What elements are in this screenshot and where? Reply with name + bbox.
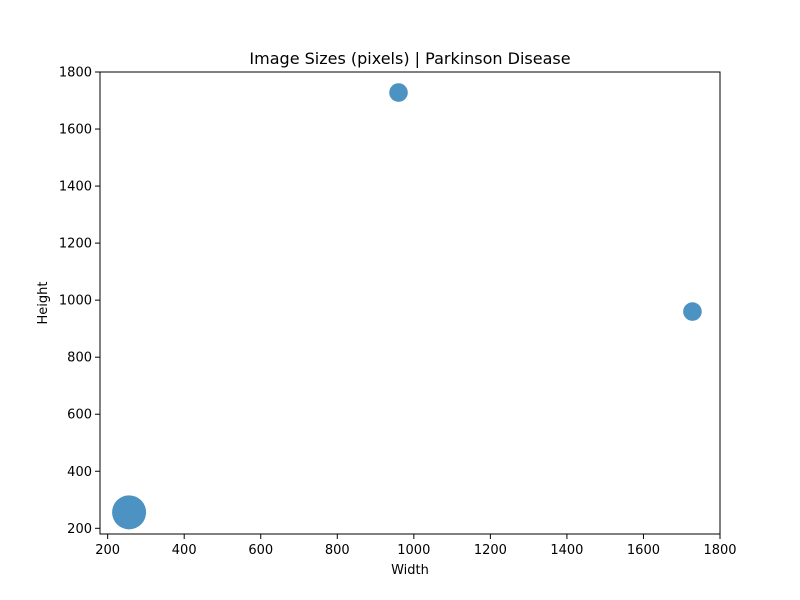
scatter-point [112, 495, 147, 530]
y-axis-label: Height [36, 282, 51, 325]
y-tick-label: 800 [67, 351, 92, 366]
x-tick-label: 1200 [474, 543, 507, 558]
y-tick-label: 200 [67, 522, 92, 537]
y-tick-label: 1600 [59, 123, 92, 138]
y-tick-label: 400 [67, 465, 92, 480]
y-tick-label: 1800 [59, 66, 92, 81]
x-tick-label: 1800 [703, 543, 736, 558]
x-tick-label: 800 [325, 543, 350, 558]
y-axis: 200 400 600 800 1000 1200 1400 1600 1800 [59, 66, 100, 537]
x-tick-label: 1600 [627, 543, 660, 558]
x-axis: 200 400 600 800 1000 1200 1400 1600 1800 [95, 534, 737, 558]
scatter-point [683, 302, 702, 321]
x-tick-label: 400 [172, 543, 197, 558]
y-tick-label: 1000 [59, 294, 92, 309]
x-tick-label: 1400 [550, 543, 583, 558]
x-axis-label: Width [391, 563, 429, 578]
plot-area [112, 83, 702, 530]
y-tick-label: 1200 [59, 237, 92, 252]
x-tick-label: 1000 [397, 543, 430, 558]
x-tick-label: 200 [95, 543, 120, 558]
y-tick-label: 1400 [59, 180, 92, 195]
chart-title: Image Sizes (pixels) | Parkinson Disease [249, 49, 570, 68]
scatter-point [389, 83, 408, 102]
y-tick-label: 600 [67, 408, 92, 423]
plot-frame [99, 71, 721, 535]
x-tick-label: 600 [248, 543, 273, 558]
